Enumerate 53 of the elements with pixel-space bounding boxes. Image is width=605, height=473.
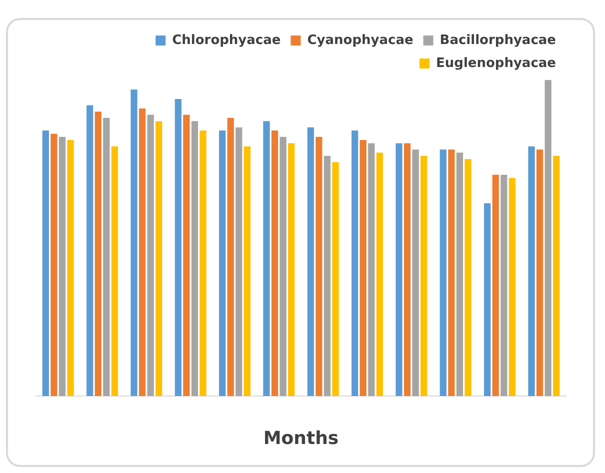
bar <box>288 143 295 396</box>
bar <box>528 146 535 396</box>
bar <box>448 150 455 396</box>
bar <box>227 118 234 396</box>
bar <box>103 118 110 396</box>
bar <box>544 80 552 396</box>
bar <box>420 156 428 396</box>
bar <box>332 162 339 396</box>
legend-label: Chlorophyacae <box>172 32 281 48</box>
bar <box>191 121 198 396</box>
bar <box>111 146 118 396</box>
bar <box>412 150 419 396</box>
bar <box>147 114 154 396</box>
bar <box>500 174 508 396</box>
bar <box>492 174 499 396</box>
bar <box>536 150 544 396</box>
bar <box>50 134 58 396</box>
bar <box>307 127 314 396</box>
bar <box>200 130 206 396</box>
bar <box>236 127 242 396</box>
bar <box>280 136 286 396</box>
bar <box>316 136 322 396</box>
bar <box>263 121 270 396</box>
bar <box>440 150 446 396</box>
x-axis-title: Months <box>263 428 339 449</box>
bar <box>271 130 278 396</box>
bar <box>219 130 226 396</box>
bar <box>368 143 375 396</box>
bar <box>360 140 366 396</box>
bar <box>404 143 411 396</box>
legend-label: Bacillorphyacae <box>440 32 556 48</box>
bar <box>86 105 94 396</box>
bar <box>42 130 49 396</box>
bar <box>352 130 358 396</box>
bar <box>464 159 472 396</box>
bar <box>58 136 66 396</box>
bar <box>553 156 560 396</box>
bar <box>376 152 383 396</box>
legend-label: Euglenophyacae <box>436 56 556 71</box>
bar <box>67 140 74 396</box>
bar <box>244 146 250 396</box>
bar <box>183 114 190 396</box>
legend-label: Cyanophyacae <box>307 32 414 48</box>
bar <box>484 203 491 396</box>
bar <box>508 178 516 396</box>
bar <box>324 156 331 396</box>
bar <box>138 108 146 396</box>
bar <box>156 121 162 396</box>
bar <box>174 98 182 396</box>
bar <box>456 152 464 396</box>
bar <box>130 89 138 396</box>
bar <box>396 143 402 396</box>
bar <box>94 112 102 396</box>
